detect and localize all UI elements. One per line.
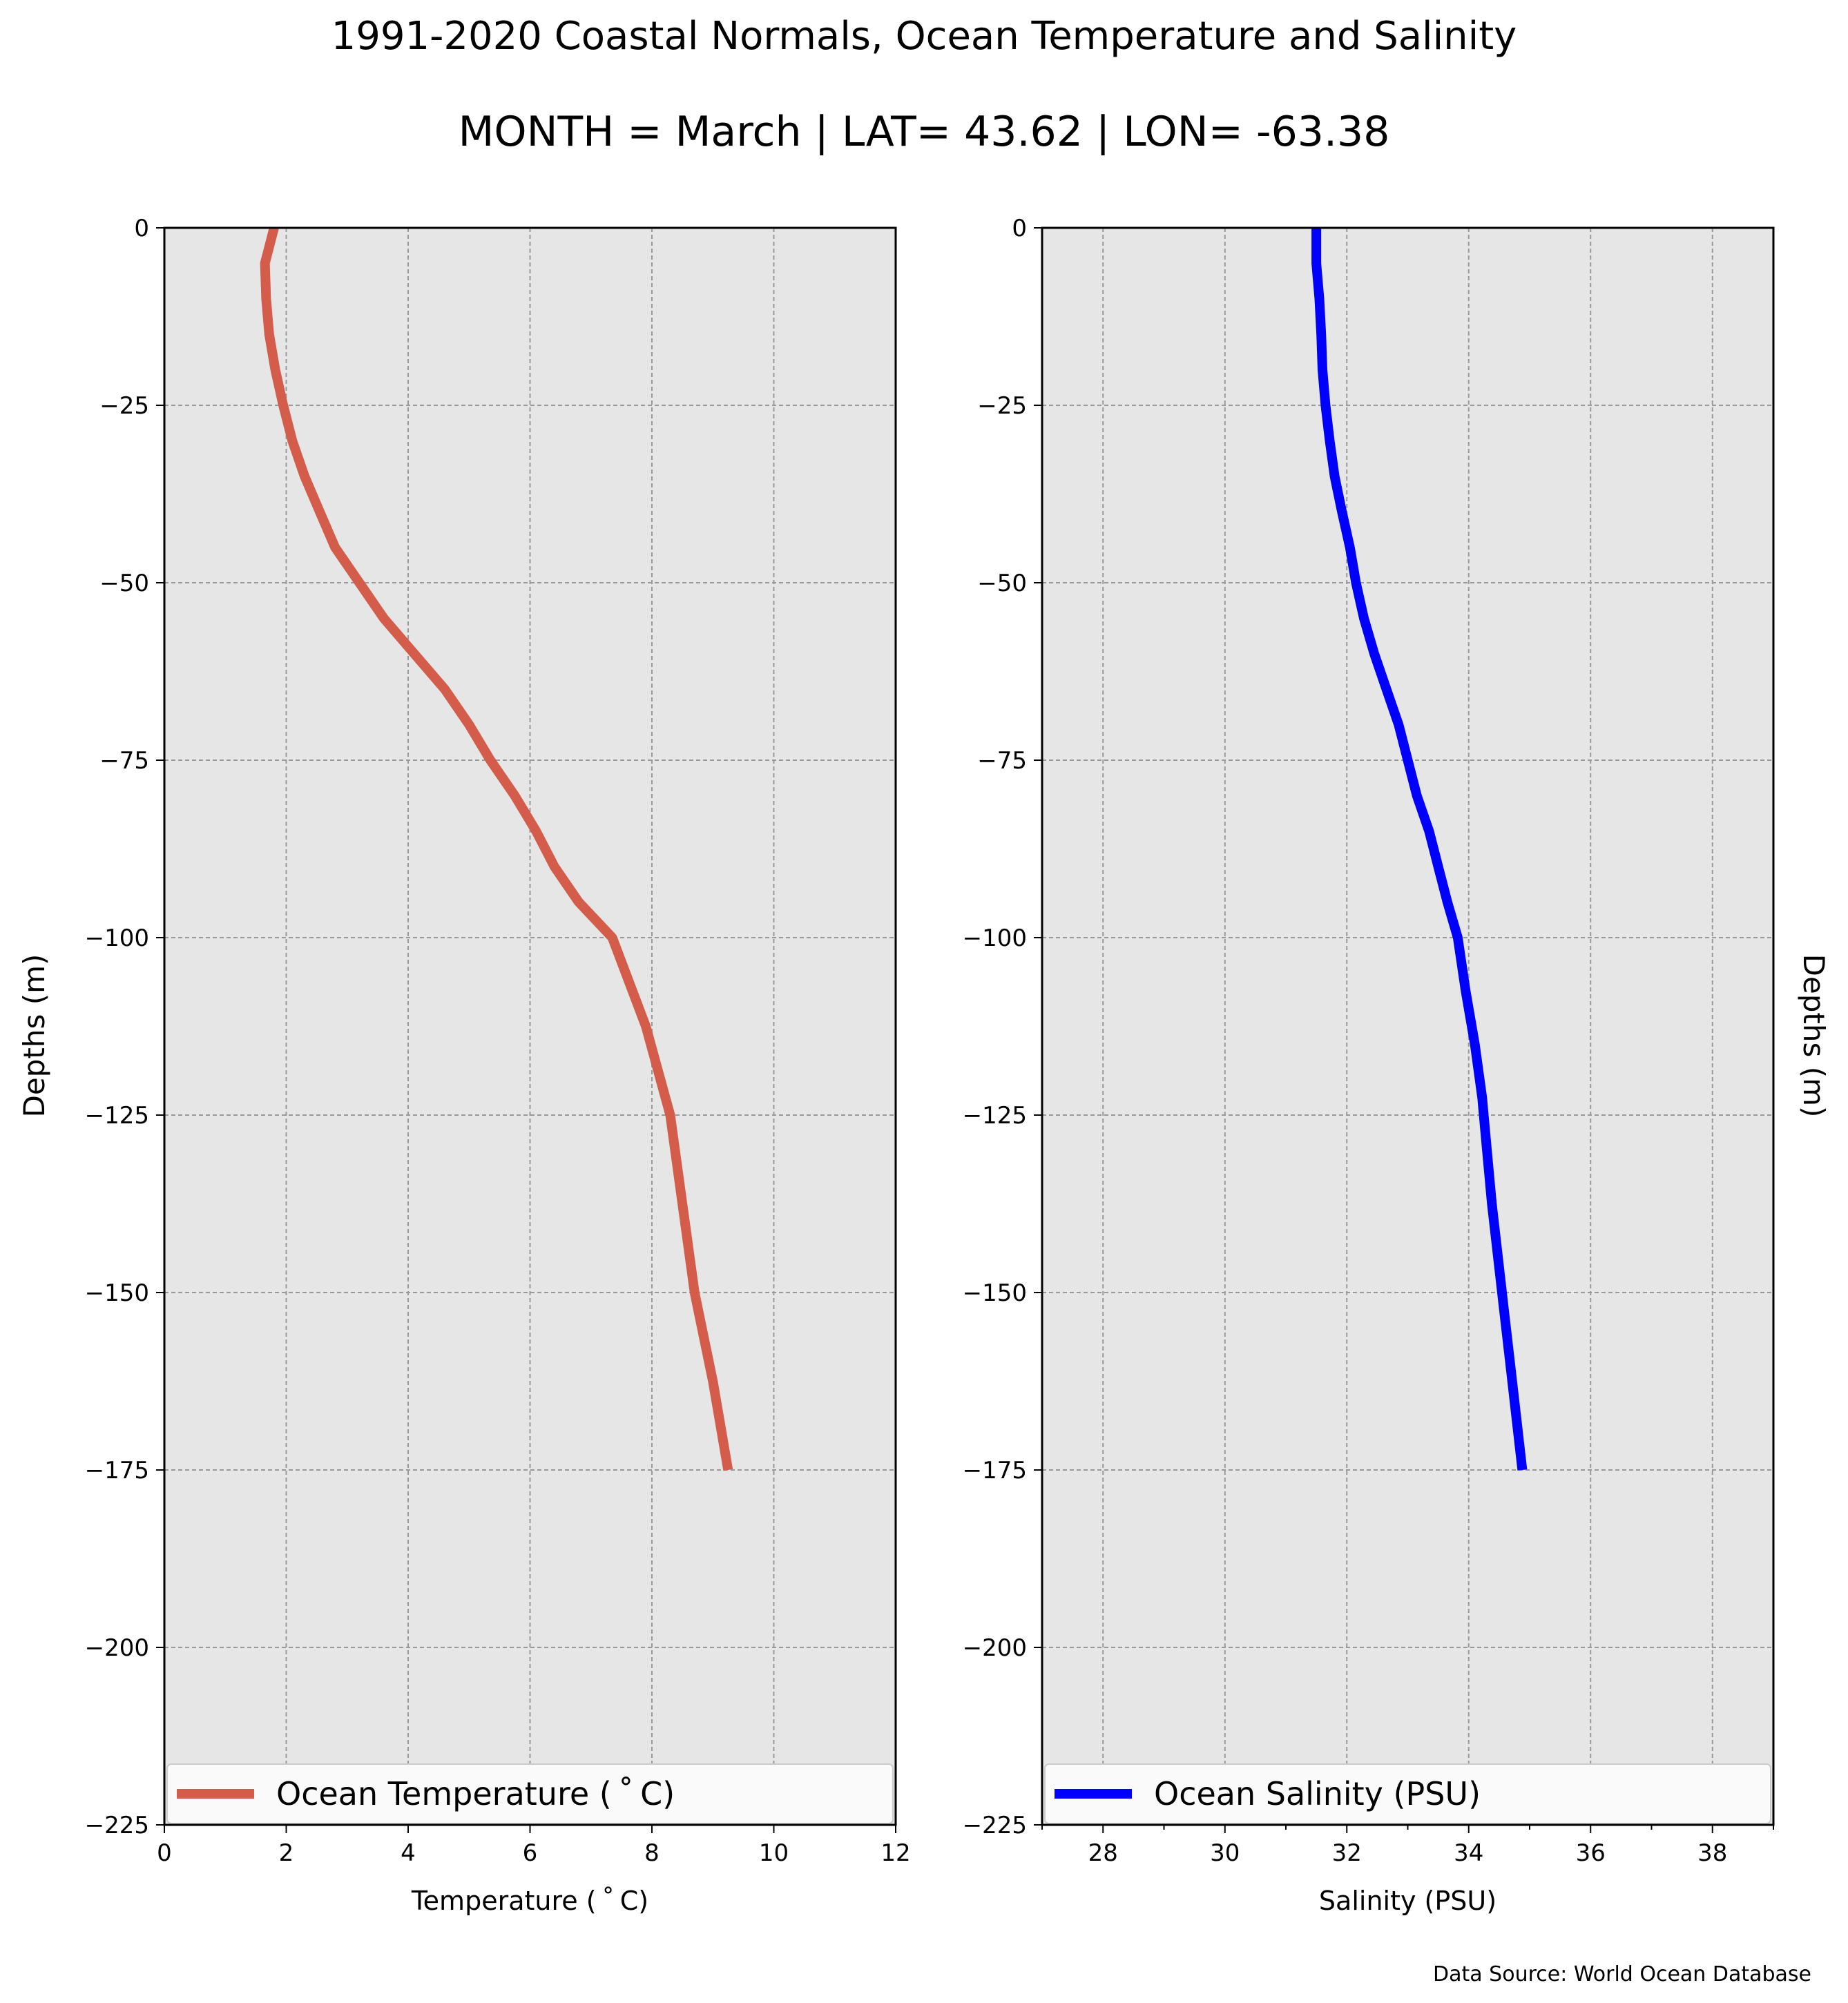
x-tick-label: 0	[157, 1839, 172, 1867]
x-tick-label: 8	[644, 1839, 660, 1867]
y-tick-label: −75	[977, 747, 1027, 775]
salinity-panel: Ocean Salinity (PSU) 28 30 32 34 36 38 0 −25 −50 −…	[963, 215, 1775, 1916]
legend-box	[166, 1763, 894, 1824]
y-axis-label-right: Depths (m)	[1797, 954, 1831, 1118]
chart-subtitle: MONTH = March | LAT= 43.62 | LON= -63.38	[459, 108, 1390, 156]
temperature-series-line	[260, 226, 733, 1471]
x-tick-label: 34	[1454, 1839, 1483, 1867]
x-tick-label: 36	[1576, 1839, 1606, 1867]
x-tick-label: 38	[1697, 1839, 1727, 1867]
salinity-legend: Ocean Salinity (PSU)	[1044, 1763, 1771, 1824]
x-tick-label: 28	[1088, 1839, 1118, 1867]
y-tick-label: −25	[977, 392, 1027, 420]
x-tick-label: 10	[759, 1839, 789, 1867]
y-tick-label: −175	[85, 1457, 149, 1484]
y-tick-label: −225	[85, 1812, 149, 1839]
y-axis-label-left: Depths (m)	[17, 954, 51, 1118]
temperature-plot-area	[164, 228, 896, 1825]
y-tick-label: −50	[99, 570, 149, 597]
y-tick-label: 0	[1012, 215, 1027, 242]
x-tick-label: 30	[1210, 1839, 1240, 1867]
salinity-series-line	[1311, 228, 1528, 1471]
y-tick-label: −75	[99, 747, 149, 775]
x-tick-label: 6	[523, 1839, 538, 1867]
y-tick-label: −100	[963, 925, 1027, 952]
y-tick-label: 0	[134, 215, 149, 242]
x-tick-label: 32	[1332, 1839, 1362, 1867]
x-tick-label: 12	[880, 1839, 910, 1867]
y-tick-label: −150	[963, 1279, 1027, 1307]
y-tick-label: −200	[963, 1634, 1027, 1662]
y-tick-label: −125	[963, 1102, 1027, 1130]
y-tick-label: −25	[99, 392, 149, 420]
temperature-legend: Ocean Temperature ( ˚ C)	[166, 1763, 894, 1824]
temperature-legend-label: Ocean Temperature ( ˚ C)	[276, 1775, 675, 1812]
y-tick-label: −150	[85, 1279, 149, 1307]
salinity-legend-label: Ocean Salinity (PSU)	[1154, 1775, 1481, 1812]
data-source-note: Data Source: World Ocean Database	[1433, 1962, 1811, 1986]
y-tick-label: −50	[977, 570, 1027, 597]
chart-title: 1991-2020 Coastal Normals, Ocean Tempera…	[331, 14, 1517, 59]
y-tick-label: −125	[85, 1102, 149, 1130]
y-tick-label: −200	[85, 1634, 149, 1662]
salinity-x-axis-label: Salinity (PSU)	[1319, 1886, 1496, 1916]
x-tick-label: 2	[279, 1839, 294, 1867]
temperature-panel: Ocean Temperature ( ˚ C) 0 2 4 6 8 10 12 0 −25 −50…	[85, 215, 911, 1916]
salinity-plot-area	[1042, 228, 1773, 1825]
y-tick-label: −175	[963, 1457, 1027, 1484]
temperature-x-axis-label: Temperature ( ˚ C)	[411, 1886, 648, 1916]
y-tick-label: −225	[963, 1812, 1027, 1839]
legend-box	[1044, 1763, 1771, 1824]
y-tick-label: −100	[85, 925, 149, 952]
x-tick-label: 4	[401, 1839, 416, 1867]
